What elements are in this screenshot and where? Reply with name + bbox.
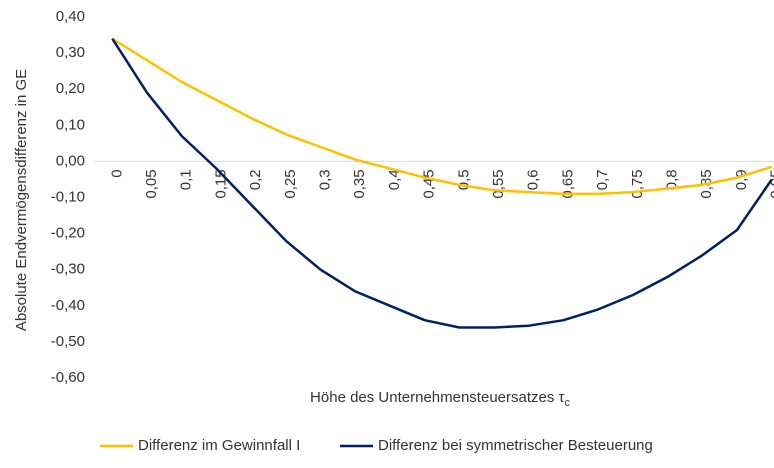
x-tick-label: 0,8 [664,169,681,190]
y-tick-label: 0,00 [56,152,85,169]
x-tick-label: 0,2 [247,169,264,190]
x-tick-label: 0,05 [143,169,160,198]
x-tick-label: 0,3 [317,169,334,190]
x-tick-label: 0,35 [351,169,368,198]
y-tick-label: -0,50 [51,333,85,350]
legend-label: Differenz im Gewinnfall I [138,437,300,454]
y-tick-label: -0,60 [51,369,85,386]
y-tick-label: 0,10 [56,116,85,133]
x-tick-label: 0,1 [178,169,195,190]
x-tick-label: 0,75 [629,169,646,198]
legend-label: Differenz bei symmetrischer Besteuerung [378,437,653,454]
x-tick-label: 0 [108,169,125,177]
x-tick-label: 0,95 [768,169,774,198]
y-tick-label: -0,10 [51,188,85,205]
data-line [111,37,773,196]
x-tick-label: 0,65 [559,169,576,198]
y-tick-label: 0,40 [56,8,85,25]
x-axis-label: Höhe des Unternehmensteuersatzes τc [310,389,570,409]
x-tick-label: 0,9 [733,169,750,190]
y-tick-label: 0,30 [56,44,85,61]
x-axis-label-subscript: c [564,397,570,409]
y-axis-label: Absolute Endvermögensdifferenz in GE [13,69,30,331]
x-tick-label: 0,25 [282,169,299,198]
x-tick-label: 0,55 [490,169,507,198]
x-tick-label: 0,4 [386,169,403,190]
data-line [111,38,773,329]
y-tick-label: -0,30 [51,261,85,278]
x-tick-label: 0,7 [594,169,611,190]
x-tick-label: 0,6 [525,169,542,190]
x-axis-label-main: Höhe des Unternehmensteuersatzes τ [310,389,564,406]
x-tick-label: 0,45 [421,169,438,198]
y-tick-label: -0,20 [51,225,85,242]
y-tick-label: -0,40 [51,297,85,314]
y-tick-label: 0,20 [56,80,85,97]
